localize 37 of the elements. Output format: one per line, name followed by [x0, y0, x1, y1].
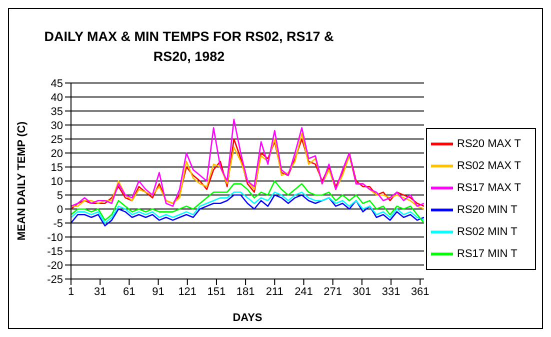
x-tick-label: 361 [410, 286, 430, 298]
x-tick-label: 61 [123, 286, 136, 298]
legend-label: RS20 MIN T [457, 204, 518, 216]
x-tick-label: 91 [152, 286, 164, 298]
y-tick-label: 0 [56, 204, 63, 216]
x-tick-label: 271 [324, 286, 342, 298]
x-tick-label: 301 [352, 286, 372, 298]
x-tick-label: 181 [236, 286, 255, 298]
legend-label: RS20 MAX T [457, 138, 521, 150]
x-tick-label: 31 [94, 286, 106, 298]
y-tick-label: -20 [47, 260, 63, 272]
y-tick-label: 5 [56, 190, 63, 202]
chart-title: DAILY MAX & MIN TEMPS FOR RS02, RS17 & RS20, 1982 [43, 28, 335, 66]
y-axis-title: MEAN DAILY TEMP (C) [16, 121, 28, 240]
y-tick-label: 40 [50, 92, 63, 104]
y-tick-label: 25 [50, 134, 63, 146]
x-tick-label: 121 [178, 286, 197, 298]
y-tick-label: -25 [47, 274, 63, 286]
x-tick-label: 211 [266, 286, 284, 298]
y-tick-label: 20 [50, 148, 63, 160]
y-tick-label: -15 [47, 246, 63, 258]
y-tick-label: 45 [50, 78, 63, 90]
x-axis-title: DAYS [232, 312, 262, 324]
y-tick-label: -5 [53, 218, 63, 230]
legend-label: RS02 MIN T [457, 226, 518, 238]
legend-label: RS17 MAX T [457, 182, 521, 194]
y-tick-label: -10 [47, 232, 63, 244]
y-tick-label: 15 [50, 162, 63, 174]
y-tick-label: 35 [50, 106, 63, 118]
legend-label: RS02 MAX T [457, 160, 521, 172]
x-tick-label: 241 [294, 286, 313, 298]
x-tick-label: 1 [68, 286, 74, 298]
x-tick-label: 151 [207, 286, 226, 298]
legend-label: RS17 MIN T [457, 248, 518, 260]
x-tick-label: 331 [382, 286, 400, 298]
y-tick-label: 30 [50, 120, 63, 132]
y-tick-label: 10 [50, 176, 63, 188]
